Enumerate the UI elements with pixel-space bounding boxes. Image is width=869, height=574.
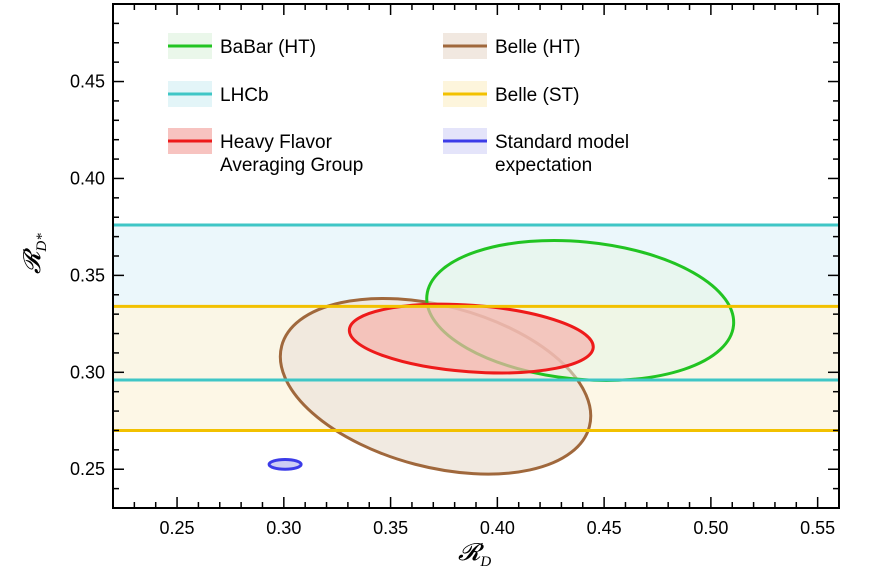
- legend-item-belle-st: Belle (ST): [443, 81, 579, 107]
- legend-item-babar-ht: BaBar (HT): [168, 33, 316, 59]
- y-tick-label: 0.40: [70, 168, 105, 188]
- ellipse-layer: [267, 238, 736, 476]
- x-tick-label: 0.25: [160, 518, 195, 538]
- legend: BaBar (HT) Belle (HT) LHCb Belle (ST) Heavy …: [168, 33, 629, 176]
- x-tick-label: 0.50: [693, 518, 728, 538]
- ticks-layer: [112, 3, 840, 509]
- legend-label: Belle (HT): [495, 37, 581, 58]
- x-tick-label: 0.30: [266, 518, 301, 538]
- legend-label: Belle (ST): [495, 85, 579, 106]
- legend-item-standard-model-expectation: Standard model expectation: [443, 128, 629, 176]
- x-tick-label: 0.35: [373, 518, 408, 538]
- x-tick-label: 0.45: [587, 518, 622, 538]
- legend-label: BaBar (HT): [220, 37, 316, 58]
- tick-labels-layer: 0.25 0.30 0.35 0.40 0.45 0.50 0.55 0.25 0.30 0.35…: [70, 72, 835, 538]
- legend-item-heavy-flavor-averaging-group: Heavy Flavor Averaging Group: [168, 128, 363, 176]
- x-axis-label: 𝓡D: [458, 540, 491, 570]
- legend-label: LHCb: [220, 85, 269, 106]
- y-tick-label: 0.30: [70, 362, 105, 382]
- y-tick-label: 0.45: [70, 72, 105, 92]
- legend-item-lhcb: LHCb: [168, 81, 269, 107]
- x-tick-label: 0.55: [800, 518, 835, 538]
- legend-label: Standard model expectation: [495, 132, 629, 176]
- y-tick-label: 0.25: [70, 459, 105, 479]
- y-axis-label: 𝓡D*: [20, 233, 50, 274]
- y-tick-label: 0.35: [70, 265, 105, 285]
- legend-label: Heavy Flavor Averaging Group: [220, 132, 363, 176]
- band-lines-layer: [113, 223, 839, 432]
- ellipse-standard-model-expectation: [267, 458, 303, 471]
- legend-item-belle-ht: Belle (HT): [443, 33, 581, 59]
- x-tick-label: 0.40: [480, 518, 515, 538]
